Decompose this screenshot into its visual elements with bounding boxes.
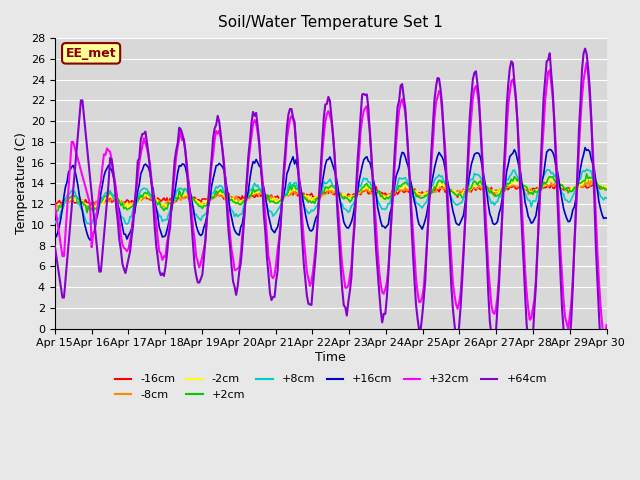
-16cm xyxy=(86,202,94,208)
-2cm xyxy=(52,209,60,215)
+16cm xyxy=(581,144,589,150)
+64cm xyxy=(216,119,223,125)
+8cm xyxy=(583,167,591,172)
+2cm xyxy=(120,206,128,212)
+32cm xyxy=(234,266,241,272)
+8cm xyxy=(51,220,59,226)
+64cm xyxy=(243,175,251,180)
+16cm xyxy=(51,234,59,240)
-8cm xyxy=(51,204,59,209)
+32cm xyxy=(243,178,251,184)
+2cm xyxy=(294,185,301,191)
+32cm xyxy=(572,213,580,219)
+16cm xyxy=(217,162,225,168)
+64cm xyxy=(51,243,59,249)
+2cm xyxy=(236,202,243,207)
+2cm xyxy=(603,187,611,192)
+2cm xyxy=(51,209,59,215)
-16cm xyxy=(217,192,225,198)
+64cm xyxy=(292,143,300,148)
+64cm xyxy=(234,283,241,289)
+16cm xyxy=(603,215,611,221)
-2cm xyxy=(294,188,301,194)
+32cm xyxy=(603,322,611,328)
-2cm xyxy=(244,193,252,199)
-16cm xyxy=(236,194,243,200)
+8cm xyxy=(236,212,243,218)
+2cm xyxy=(573,183,581,189)
-16cm xyxy=(120,200,128,205)
+32cm xyxy=(118,241,126,247)
-2cm xyxy=(573,182,581,188)
+32cm xyxy=(583,60,591,65)
Line: +32cm: +32cm xyxy=(55,62,607,337)
+32cm xyxy=(292,139,300,144)
+32cm xyxy=(600,334,607,340)
Line: +64cm: +64cm xyxy=(55,48,607,366)
+16cm xyxy=(244,188,252,193)
-16cm xyxy=(547,180,555,186)
Title: Soil/Water Temperature Set 1: Soil/Water Temperature Set 1 xyxy=(218,15,443,30)
-16cm xyxy=(294,193,301,199)
+8cm xyxy=(294,186,301,192)
+16cm xyxy=(236,232,243,238)
Y-axis label: Temperature (C): Temperature (C) xyxy=(15,132,28,234)
-8cm xyxy=(573,185,581,191)
+8cm xyxy=(120,216,128,221)
+2cm xyxy=(217,187,225,192)
-2cm xyxy=(217,191,225,196)
+8cm xyxy=(573,184,581,190)
X-axis label: Time: Time xyxy=(316,351,346,364)
+64cm xyxy=(572,206,580,212)
-8cm xyxy=(294,191,301,196)
-8cm xyxy=(603,186,611,192)
Line: +2cm: +2cm xyxy=(55,174,607,213)
Legend: -16cm, -8cm, -2cm, +2cm, +8cm, +16cm, +32cm, +64cm: -16cm, -8cm, -2cm, +2cm, +8cm, +16cm, +3… xyxy=(110,370,551,405)
+64cm xyxy=(118,261,126,266)
-2cm xyxy=(584,174,592,180)
+16cm xyxy=(86,237,94,243)
-8cm xyxy=(84,206,92,212)
+2cm xyxy=(583,171,591,177)
-2cm xyxy=(51,206,59,212)
+32cm xyxy=(216,128,223,133)
-8cm xyxy=(217,193,225,199)
+2cm xyxy=(244,194,252,200)
Line: +8cm: +8cm xyxy=(55,169,607,225)
-2cm xyxy=(603,184,611,190)
-8cm xyxy=(120,200,128,206)
-8cm xyxy=(236,198,243,204)
+64cm xyxy=(581,46,589,51)
Line: -2cm: -2cm xyxy=(55,177,607,212)
+8cm xyxy=(603,195,611,201)
Line: -8cm: -8cm xyxy=(55,180,607,209)
-16cm xyxy=(575,184,583,190)
Text: EE_met: EE_met xyxy=(66,47,116,60)
-2cm xyxy=(236,200,243,205)
+64cm xyxy=(603,343,611,349)
+8cm xyxy=(86,222,94,228)
+16cm xyxy=(573,184,581,190)
Line: -16cm: -16cm xyxy=(55,183,607,205)
-16cm xyxy=(51,200,59,206)
-8cm xyxy=(584,178,592,183)
+16cm xyxy=(294,166,301,172)
+8cm xyxy=(217,183,225,189)
Line: +16cm: +16cm xyxy=(55,147,607,240)
-8cm xyxy=(244,195,252,201)
+8cm xyxy=(244,192,252,197)
-16cm xyxy=(244,195,252,201)
-2cm xyxy=(120,204,128,209)
+2cm xyxy=(83,210,91,216)
+16cm xyxy=(120,231,128,237)
+32cm xyxy=(51,201,59,207)
+64cm xyxy=(600,363,607,369)
-16cm xyxy=(603,186,611,192)
